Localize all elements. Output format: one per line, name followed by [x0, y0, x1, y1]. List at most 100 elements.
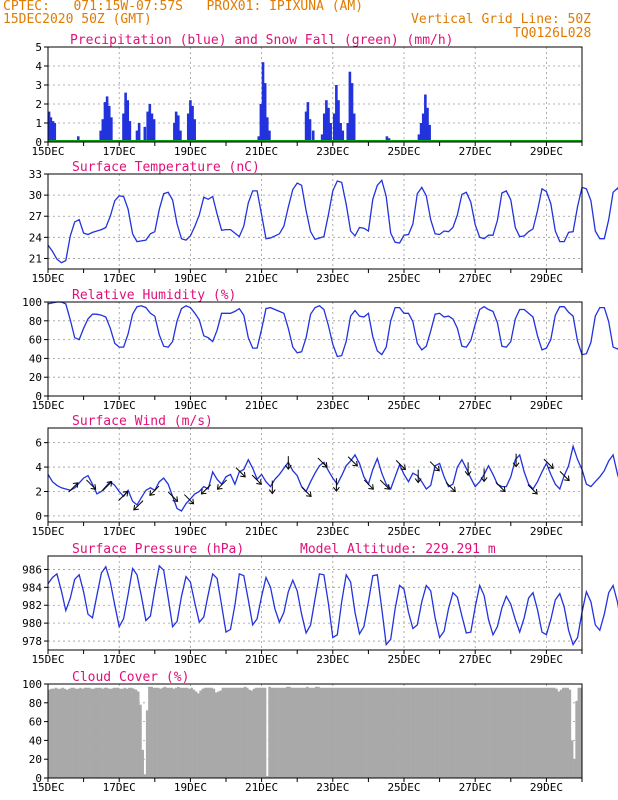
humidity-ytick-label: 80 [29, 315, 42, 328]
cloud-bar [188, 688, 191, 778]
temperature-ytick-label: 30 [29, 189, 42, 202]
cloud-bar [145, 710, 149, 778]
wind-arrow-shaft [102, 482, 112, 492]
cloud-bar [90, 688, 93, 778]
cloud-bar [350, 687, 354, 778]
cloud-ytick-label: 100 [22, 678, 42, 691]
wind-arrow-head [480, 477, 488, 483]
cloud-bar [310, 687, 314, 778]
precip-xtick-label: 25DEC [387, 145, 420, 158]
cloud-bar [59, 688, 62, 778]
wind-arrow [133, 500, 144, 511]
cloud-bar [575, 700, 578, 778]
wind-arrow [251, 474, 262, 485]
wind-ytick-label: 6 [35, 437, 42, 450]
cloud-bar [266, 776, 269, 778]
precip-bar [322, 113, 326, 142]
wind-arrow-shaft [86, 479, 96, 489]
precip-ytick-label: 5 [35, 41, 42, 54]
cloud-bar [410, 687, 414, 778]
wind-arrow-shaft [495, 482, 505, 492]
cloud-bar [246, 687, 249, 778]
precip-xtick-label: 19DEC [174, 145, 207, 158]
precip-xtick-label: 17DEC [103, 145, 136, 158]
wind-arrow-shaft [363, 479, 373, 489]
cloud-bar [83, 687, 87, 778]
temperature-xtick-label: 27DEC [459, 272, 492, 285]
humidity-ytick-label: 60 [29, 334, 42, 347]
cloud-bar [501, 687, 505, 778]
wind-ytick-label: 2 [35, 485, 42, 498]
cloud-bar [361, 687, 365, 778]
cloud-xtick-label: 23DEC [316, 781, 349, 794]
cloud-bar [237, 687, 240, 778]
wind-arrow [184, 494, 195, 505]
wind-arrow [332, 478, 340, 493]
cloud-bar [50, 688, 53, 778]
wind-arrow [301, 486, 312, 498]
precip-bar [346, 123, 350, 142]
precip-bar [47, 111, 51, 142]
wind-arrow-shaft [347, 456, 357, 466]
wind-arrow-shaft [527, 484, 537, 494]
cloud-xtick-label: 25DEC [387, 781, 420, 794]
cloud-bar [308, 687, 311, 778]
precip-bar [311, 130, 315, 142]
cloud-xtick-label: 19DEC [174, 781, 207, 794]
cloud-bar [56, 688, 60, 778]
wind-arrow [363, 479, 374, 490]
pressure-ytick-label: 978 [22, 635, 42, 648]
pressure-panel: Surface Pressure (hPa) Model Altitude: 22… [22, 542, 618, 666]
precip-bar [143, 126, 147, 142]
cloud-bar [432, 687, 436, 778]
cloud-bar [408, 687, 411, 778]
precip-ytick-label: 3 [35, 79, 42, 92]
humidity-title: Relative Humidity (%) [72, 288, 236, 303]
pressure-xtick-label: 19DEC [174, 653, 207, 666]
precip-bar [421, 113, 425, 142]
wind-arrow-head [122, 490, 129, 497]
cloud-bar [368, 687, 371, 778]
pressure-xtick-label: 17DEC [103, 653, 136, 666]
wind-ytick-label: 0 [35, 510, 42, 523]
wind-arrow-shaft [301, 486, 311, 497]
cloud-bar [74, 688, 78, 778]
wind-arrow-head [548, 463, 554, 469]
cloud-bar [568, 689, 572, 778]
wind-xtick-label: 27DEC [459, 525, 492, 538]
humidity-xtick-label: 27DEC [459, 399, 492, 412]
pressure-ytick-label: 980 [22, 617, 42, 630]
cloud-bar [332, 687, 336, 778]
cloud-bar [557, 691, 561, 778]
wind-xtick-label: 29DEC [530, 525, 563, 538]
cloud-title: Cloud Cover (%) [72, 670, 189, 685]
temperature-title: Surface Temperature (nC) [72, 160, 260, 175]
wind-arrow-shaft [217, 479, 227, 489]
precip-bar [105, 96, 109, 142]
cloud-bar [168, 687, 171, 778]
pressure-ytick-label: 984 [22, 581, 42, 594]
cloud-bar [452, 687, 456, 778]
cloud-bar [412, 687, 416, 778]
header-line1: CPTEC: 071:15W-07:57S PROX01: IPIXUNA (A… [3, 0, 364, 14]
cloud-bar [121, 688, 124, 778]
precip-bar [268, 130, 271, 142]
humidity-xtick-label: 15DEC [31, 399, 64, 412]
wind-xtick-label: 23DEC [316, 525, 349, 538]
wind-arrow [512, 453, 520, 468]
cloud-bar [241, 687, 245, 778]
humidity-xtick-label: 29DEC [530, 399, 563, 412]
cloud-bar [430, 687, 434, 778]
wind-arrow-shaft [317, 457, 327, 467]
cloud-bar [303, 687, 307, 778]
precip-bar [137, 123, 141, 142]
cloud-bar [103, 687, 107, 778]
cloud-bar [114, 687, 118, 778]
cloud-bar [357, 687, 360, 778]
temperature-ytick-label: 33 [29, 168, 42, 181]
cloud-bar [199, 690, 202, 778]
cloud-bar [370, 687, 374, 778]
wind-arrow-head [106, 481, 113, 487]
temperature-xtick-label: 25DEC [387, 272, 420, 285]
humidity-series-line [47, 301, 618, 358]
